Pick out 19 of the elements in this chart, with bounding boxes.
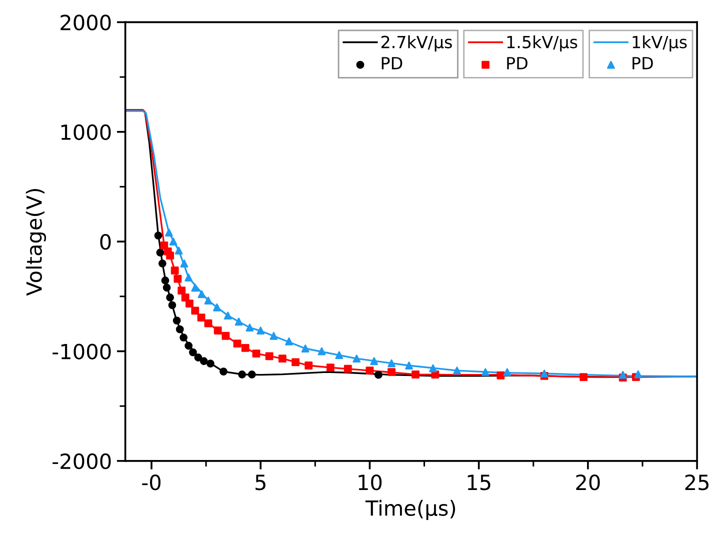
y-tick-label: 0 <box>100 234 111 250</box>
y-axis-title: Voltage(V) <box>26 189 46 296</box>
legend-label: 1.5kV/μs <box>507 35 578 52</box>
x-tick-label: 15 <box>468 474 490 490</box>
x-tick-label: 10 <box>358 474 382 490</box>
x-tick-label: 25 <box>685 474 708 490</box>
x-tick-label: 5 <box>256 474 266 490</box>
y-tick-label: -2000 <box>52 453 111 470</box>
legend-label: 2.7kV/μs <box>381 35 452 52</box>
y-tick-label: 1000 <box>61 124 111 140</box>
legend-label: PD <box>382 57 402 70</box>
legend-label: 1kV/μs <box>632 35 687 52</box>
x-axis-title: Time(μs) <box>365 500 456 520</box>
x-tick-label: -0 <box>142 474 160 490</box>
legend-label: PD <box>507 57 528 70</box>
legend-label: PD <box>632 57 653 70</box>
y-tick-label: 2000 <box>60 14 111 30</box>
y-tick-label: -1000 <box>52 344 111 360</box>
x-tick-label: 20 <box>576 474 600 490</box>
